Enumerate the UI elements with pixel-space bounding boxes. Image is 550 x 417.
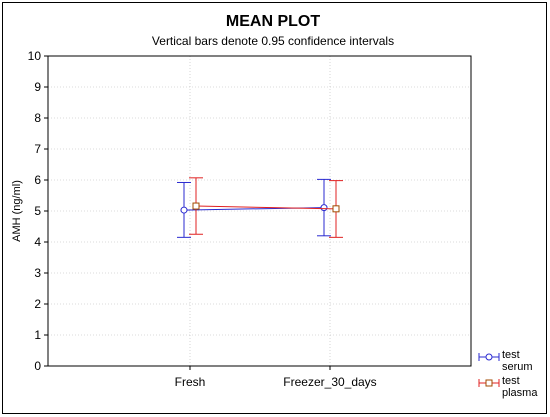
legend-label: test: [502, 349, 520, 361]
chart-title: MEAN PLOT: [226, 13, 320, 30]
legend-label: plasma: [502, 387, 538, 399]
y-tick-label: 1: [34, 328, 41, 342]
y-tick-label: 10: [28, 49, 42, 63]
y-axis-label: AMH (ng/ml): [11, 180, 23, 242]
y-tick-label: 4: [34, 235, 41, 249]
series-line-1: [195, 205, 337, 210]
legend-marker: [485, 379, 493, 387]
legend-label: test: [502, 375, 520, 387]
data-point: [180, 206, 188, 214]
y-tick-label: 6: [34, 173, 41, 187]
data-point: [192, 202, 200, 210]
y-tick-label: 5: [34, 204, 41, 218]
y-tick-label: 0: [34, 359, 41, 373]
y-tick-label: 8: [34, 111, 41, 125]
y-tick-label: 7: [34, 142, 41, 156]
legend-marker: [485, 353, 493, 361]
y-tick-label: 3: [34, 266, 41, 280]
x-tick-label: Freezer_30_days: [283, 375, 376, 389]
chart-subtitle: Vertical bars denote 0.95 confidence int…: [152, 34, 394, 48]
y-tick-label: 9: [34, 80, 41, 94]
y-tick-label: 2: [34, 297, 41, 311]
data-point: [320, 204, 328, 212]
plot-area: 0 1 2 3 4 5 6 7 8 9 10 Fresh Freezer_30_days: [28, 49, 472, 389]
legend-label: serum: [502, 361, 533, 373]
data-point: [332, 205, 340, 213]
x-tick-label: Fresh: [175, 375, 206, 389]
